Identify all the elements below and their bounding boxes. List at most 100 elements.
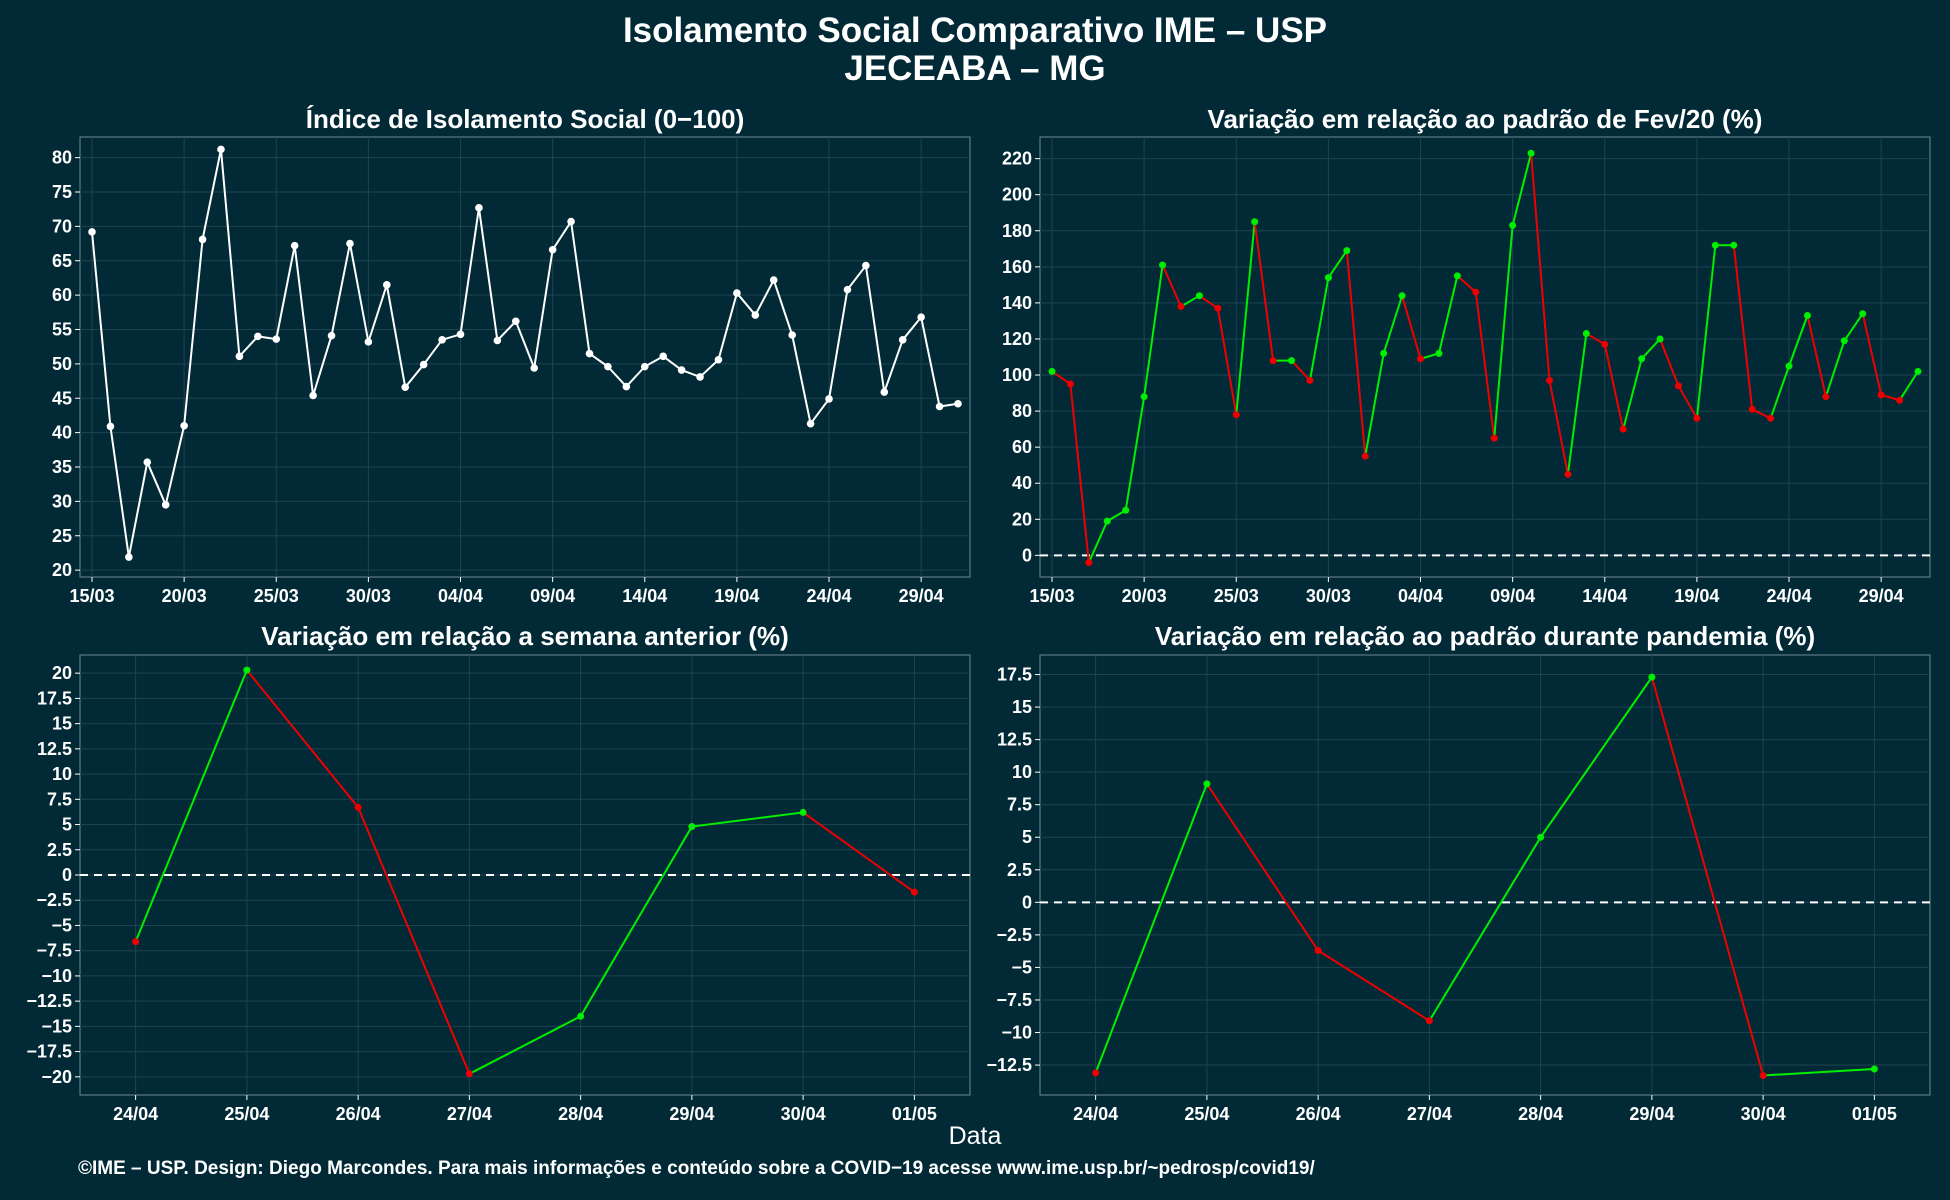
data-point bbox=[88, 228, 96, 236]
x-tick-label: 27/04 bbox=[447, 1104, 492, 1124]
y-tick-label: 80 bbox=[52, 148, 72, 168]
x-tick-label: 04/04 bbox=[1398, 586, 1443, 606]
series-segment bbox=[864, 265, 886, 393]
data-point bbox=[567, 217, 575, 226]
series-segment bbox=[533, 249, 554, 369]
series-segment bbox=[1364, 353, 1385, 457]
x-tick-label: 24/04 bbox=[1073, 1104, 1118, 1124]
y-tick-label: 5 bbox=[1022, 827, 1032, 847]
data-point bbox=[1509, 221, 1517, 229]
data-point bbox=[640, 362, 649, 371]
x-tick-label: 14/04 bbox=[1582, 586, 1627, 606]
series-segment bbox=[404, 363, 425, 388]
x-tick-label: 29/04 bbox=[669, 1104, 714, 1124]
data-point bbox=[1748, 405, 1756, 413]
series-segment bbox=[183, 239, 204, 426]
footer-caption: ©IME – USP. Design: Diego Marcondes. Par… bbox=[78, 1158, 1315, 1179]
data-point bbox=[1711, 241, 1719, 249]
y-tick-label: 140 bbox=[1002, 293, 1032, 313]
data-point bbox=[1693, 414, 1701, 422]
data-point bbox=[1343, 247, 1351, 255]
series-segment bbox=[1428, 836, 1542, 1022]
series-segment bbox=[1216, 308, 1238, 415]
series-segment bbox=[1585, 332, 1606, 346]
data-point bbox=[1656, 335, 1664, 343]
series-segment bbox=[1650, 676, 1765, 1076]
y-tick-label: 10 bbox=[1012, 762, 1032, 782]
data-point bbox=[862, 261, 870, 270]
data-point bbox=[910, 888, 918, 896]
series-segment bbox=[607, 365, 628, 388]
y-tick-label: 35 bbox=[52, 457, 72, 477]
panel-title: Variação em relação a semana anterior (%… bbox=[261, 621, 789, 651]
data-point bbox=[917, 313, 925, 321]
data-point bbox=[1314, 947, 1322, 955]
title-line-2: JECEABA – MG bbox=[844, 49, 1106, 88]
series-segment bbox=[1051, 370, 1071, 385]
data-point bbox=[1840, 337, 1848, 345]
x-tick-label: 26/04 bbox=[1296, 1104, 1341, 1124]
panel-title: Variação em relação ao padrão durante pa… bbox=[1155, 621, 1815, 651]
series-segment bbox=[809, 398, 830, 425]
data-point bbox=[309, 391, 317, 400]
series-segment bbox=[312, 335, 333, 396]
data-point bbox=[1122, 506, 1130, 514]
y-tick-label: −15 bbox=[41, 1016, 72, 1036]
data-point bbox=[898, 336, 907, 344]
series-segment bbox=[551, 221, 572, 251]
series-segment bbox=[699, 359, 720, 378]
y-tick-label: 25 bbox=[52, 526, 72, 546]
x-tick-label: 14/04 bbox=[622, 586, 667, 606]
data-point bbox=[1490, 434, 1498, 442]
data-point bbox=[1251, 218, 1259, 226]
x-tick-label: 24/04 bbox=[806, 586, 851, 606]
series-segment bbox=[1456, 275, 1477, 293]
y-tick-label: 50 bbox=[52, 354, 72, 374]
x-tick-label: 19/04 bbox=[714, 586, 759, 606]
data-point bbox=[1085, 559, 1093, 567]
data-point bbox=[696, 373, 704, 381]
plot-frame bbox=[1039, 654, 1931, 1096]
series-segment bbox=[514, 320, 536, 369]
data-point bbox=[346, 239, 354, 248]
series-segment bbox=[1317, 949, 1430, 1022]
series-segment bbox=[1094, 783, 1208, 1074]
data-point bbox=[1324, 274, 1332, 282]
data-point bbox=[1638, 355, 1646, 363]
data-point bbox=[585, 349, 594, 358]
y-tick-label: 200 bbox=[1002, 185, 1032, 205]
data-point bbox=[1214, 304, 1222, 312]
data-point bbox=[198, 235, 207, 244]
series-segment bbox=[1235, 221, 1256, 415]
series-segment bbox=[1345, 250, 1367, 457]
data-point bbox=[1648, 673, 1656, 681]
y-tick-label: 100 bbox=[1002, 365, 1032, 385]
data-point bbox=[1306, 376, 1314, 384]
x-tick-label: 25/04 bbox=[1184, 1104, 1229, 1124]
y-tick-label: 7.5 bbox=[1007, 795, 1032, 815]
y-tick-label: 80 bbox=[1012, 401, 1032, 421]
data-point bbox=[880, 388, 889, 396]
y-tick-label: 220 bbox=[1002, 149, 1032, 169]
y-tick-label: 180 bbox=[1002, 221, 1032, 241]
data-point bbox=[1140, 393, 1148, 401]
series-segment bbox=[357, 806, 471, 1075]
data-point bbox=[1435, 349, 1443, 357]
data-point bbox=[1288, 357, 1296, 365]
series-segment bbox=[385, 284, 407, 388]
y-tick-label: 7.5 bbox=[47, 789, 72, 809]
data-point bbox=[799, 808, 807, 816]
series-segment bbox=[91, 231, 112, 427]
data-point bbox=[659, 352, 667, 361]
x-tick-label: 25/03 bbox=[1214, 586, 1259, 606]
y-tick-label: −12.5 bbox=[986, 1055, 1032, 1075]
x-tick-label: 01/05 bbox=[1852, 1104, 1897, 1124]
data-point bbox=[1877, 391, 1885, 399]
series-segment bbox=[293, 245, 315, 396]
x-tick-label: 30/03 bbox=[1306, 586, 1351, 606]
series-segment bbox=[468, 1015, 582, 1075]
data-point bbox=[1914, 367, 1922, 375]
data-point bbox=[493, 336, 502, 345]
y-tick-label: 20 bbox=[52, 560, 72, 580]
